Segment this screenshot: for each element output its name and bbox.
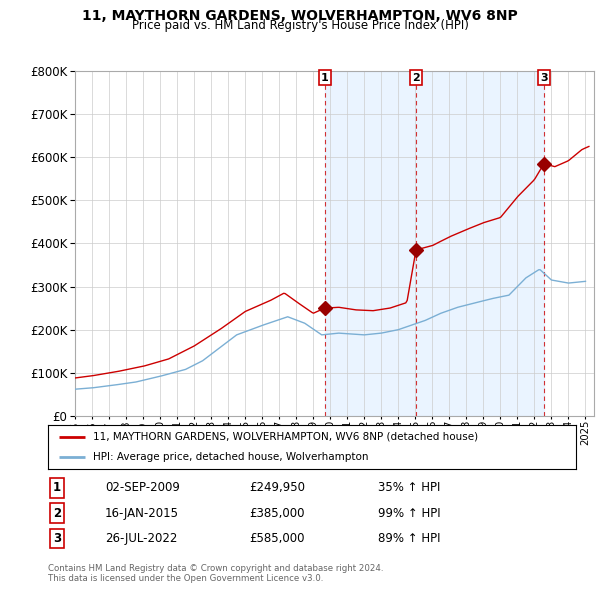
- Text: 16-JAN-2015: 16-JAN-2015: [105, 507, 179, 520]
- Text: 1: 1: [53, 481, 61, 494]
- Text: HPI: Average price, detached house, Wolverhampton: HPI: Average price, detached house, Wolv…: [93, 452, 368, 462]
- Text: Price paid vs. HM Land Registry's House Price Index (HPI): Price paid vs. HM Land Registry's House …: [131, 19, 469, 32]
- Text: 35% ↑ HPI: 35% ↑ HPI: [378, 481, 440, 494]
- Text: 2: 2: [412, 73, 420, 83]
- Text: Contains HM Land Registry data © Crown copyright and database right 2024.: Contains HM Land Registry data © Crown c…: [48, 565, 383, 573]
- Text: £585,000: £585,000: [249, 532, 305, 545]
- Text: 11, MAYTHORN GARDENS, WOLVERHAMPTON, WV6 8NP (detached house): 11, MAYTHORN GARDENS, WOLVERHAMPTON, WV6…: [93, 432, 478, 442]
- Bar: [325, 71, 544, 416]
- Text: 3: 3: [53, 532, 61, 545]
- Text: 26-JUL-2022: 26-JUL-2022: [105, 532, 178, 545]
- Text: 11, MAYTHORN GARDENS, WOLVERHAMPTON, WV6 8NP: 11, MAYTHORN GARDENS, WOLVERHAMPTON, WV6…: [82, 9, 518, 23]
- Text: 99% ↑ HPI: 99% ↑ HPI: [378, 507, 440, 520]
- Text: £385,000: £385,000: [249, 507, 305, 520]
- Text: 02-SEP-2009: 02-SEP-2009: [105, 481, 180, 494]
- Text: £249,950: £249,950: [249, 481, 305, 494]
- Text: 2: 2: [53, 507, 61, 520]
- Text: This data is licensed under the Open Government Licence v3.0.: This data is licensed under the Open Gov…: [48, 574, 323, 583]
- Text: 89% ↑ HPI: 89% ↑ HPI: [378, 532, 440, 545]
- Text: 1: 1: [321, 73, 329, 83]
- Text: 3: 3: [540, 73, 548, 83]
